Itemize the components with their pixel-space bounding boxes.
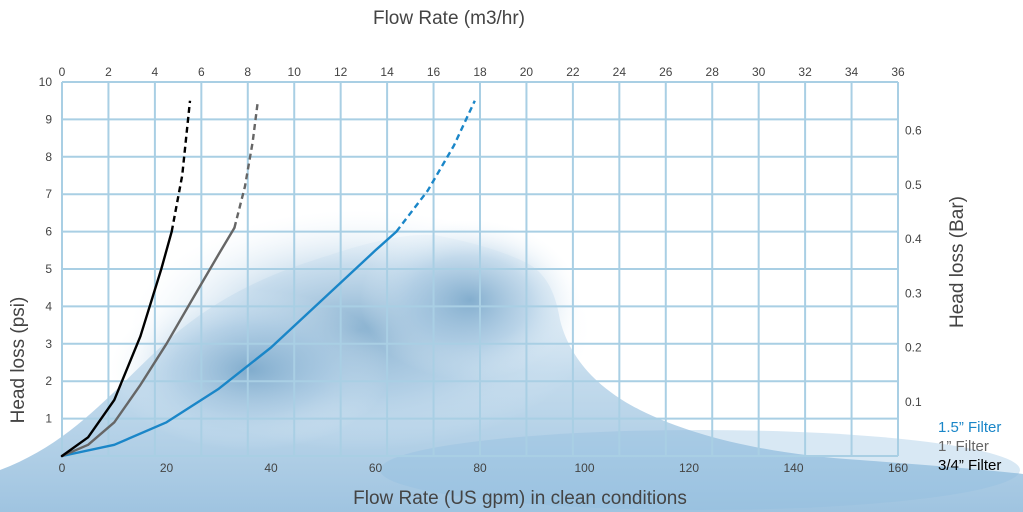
x-bottom-tick-label: 60 <box>369 461 383 475</box>
x-bottom-tick-label: 40 <box>264 461 278 475</box>
y-left-tick-label: 4 <box>45 299 52 313</box>
x-top-tick-label: 2 <box>105 65 112 79</box>
y-left-tick-label: 6 <box>45 225 52 239</box>
y-right-tick-label: 0.2 <box>905 341 922 355</box>
chart-grid <box>61 81 899 457</box>
x-top-tick-label: 36 <box>891 65 905 79</box>
legend: 1.5” Filter 1” Filter 3/4” Filter <box>938 419 1001 474</box>
x-top-tick-label: 18 <box>473 65 487 79</box>
x-bottom-tick-label: 140 <box>783 461 803 475</box>
series-line-dashed <box>395 100 476 233</box>
series-line-solid <box>60 230 173 458</box>
series-line-solid <box>60 230 398 458</box>
y-right-tick-label: 0.3 <box>905 286 922 300</box>
series-line-dashed <box>233 100 260 229</box>
y-left-tick-label: 9 <box>45 112 52 126</box>
x-top-tick-label: 14 <box>380 65 394 79</box>
x-top-tick-label: 22 <box>566 65 580 79</box>
y-left-tick-label: 2 <box>45 374 52 388</box>
y-left-tick-label: 5 <box>45 262 52 276</box>
legend-item-1-5in: 1.5” Filter <box>938 419 1001 436</box>
series-0 <box>60 100 476 458</box>
y-right-tick-label: 0.6 <box>905 124 922 138</box>
y-right-tick-label: 0.5 <box>905 178 922 192</box>
x-top-tick-label: 20 <box>520 65 534 79</box>
x-bottom-tick-label: 100 <box>574 461 594 475</box>
x-top-tick-label: 0 <box>59 65 66 79</box>
x-top-axis-title: Flow Rate (m3/hr) <box>373 8 525 29</box>
x-top-tick-label: 10 <box>288 65 302 79</box>
x-top-tick-label: 26 <box>659 65 673 79</box>
y-left-tick-label: 8 <box>45 150 52 164</box>
x-top-tick-label: 6 <box>198 65 205 79</box>
y-right-tick-labels: 0.1 0.2 0.3 0.4 0.5 0.6 <box>905 124 922 409</box>
x-top-tick-labels: 0 2 4 6 8 10 12 14 16 18 20 22 24 26 28 30 32 34 36 <box>59 65 905 79</box>
y-right-tick-label: 0.4 <box>905 232 922 246</box>
y-left-tick-label: 7 <box>45 187 52 201</box>
series-line-solid <box>60 226 236 458</box>
legend-item-1in: 1” Filter <box>938 438 989 455</box>
x-bottom-axis-title: Flow Rate (US gpm) in clean conditions <box>353 488 687 509</box>
x-bottom-tick-labels: 0 20 40 60 80 100 120 140 160 <box>59 461 909 475</box>
x-bottom-tick-label: 160 <box>888 461 908 475</box>
x-top-tick-label: 32 <box>798 65 812 79</box>
x-top-tick-label: 28 <box>706 65 720 79</box>
x-top-tick-label: 24 <box>613 65 627 79</box>
x-top-tick-label: 30 <box>752 65 766 79</box>
x-top-tick-label: 4 <box>152 65 159 79</box>
x-top-tick-label: 8 <box>244 65 251 79</box>
x-bottom-tick-label: 0 <box>59 461 66 475</box>
water-splash-image <box>0 210 1023 512</box>
y-left-tick-label: 10 <box>39 75 53 89</box>
x-top-tick-label: 34 <box>845 65 859 79</box>
y-left-tick-label: 1 <box>45 412 52 426</box>
y-left-tick-label: 3 <box>45 337 52 351</box>
x-bottom-tick-label: 20 <box>160 461 174 475</box>
series-layer <box>60 100 476 458</box>
y-right-tick-label: 0.1 <box>905 395 922 409</box>
x-bottom-tick-label: 120 <box>679 461 699 475</box>
y-left-axis-title: Head loss (psi) <box>8 297 29 424</box>
x-top-tick-label: 12 <box>334 65 348 79</box>
y-left-tick-labels: 1 2 3 4 5 6 7 8 9 10 <box>39 75 53 426</box>
x-top-tick-label: 16 <box>427 65 441 79</box>
series-2 <box>60 100 192 458</box>
y-right-axis-title: Head loss (Bar) <box>947 196 968 328</box>
series-1 <box>60 100 260 458</box>
legend-item-3-4in: 3/4” Filter <box>938 457 1001 474</box>
x-bottom-tick-label: 80 <box>473 461 487 475</box>
